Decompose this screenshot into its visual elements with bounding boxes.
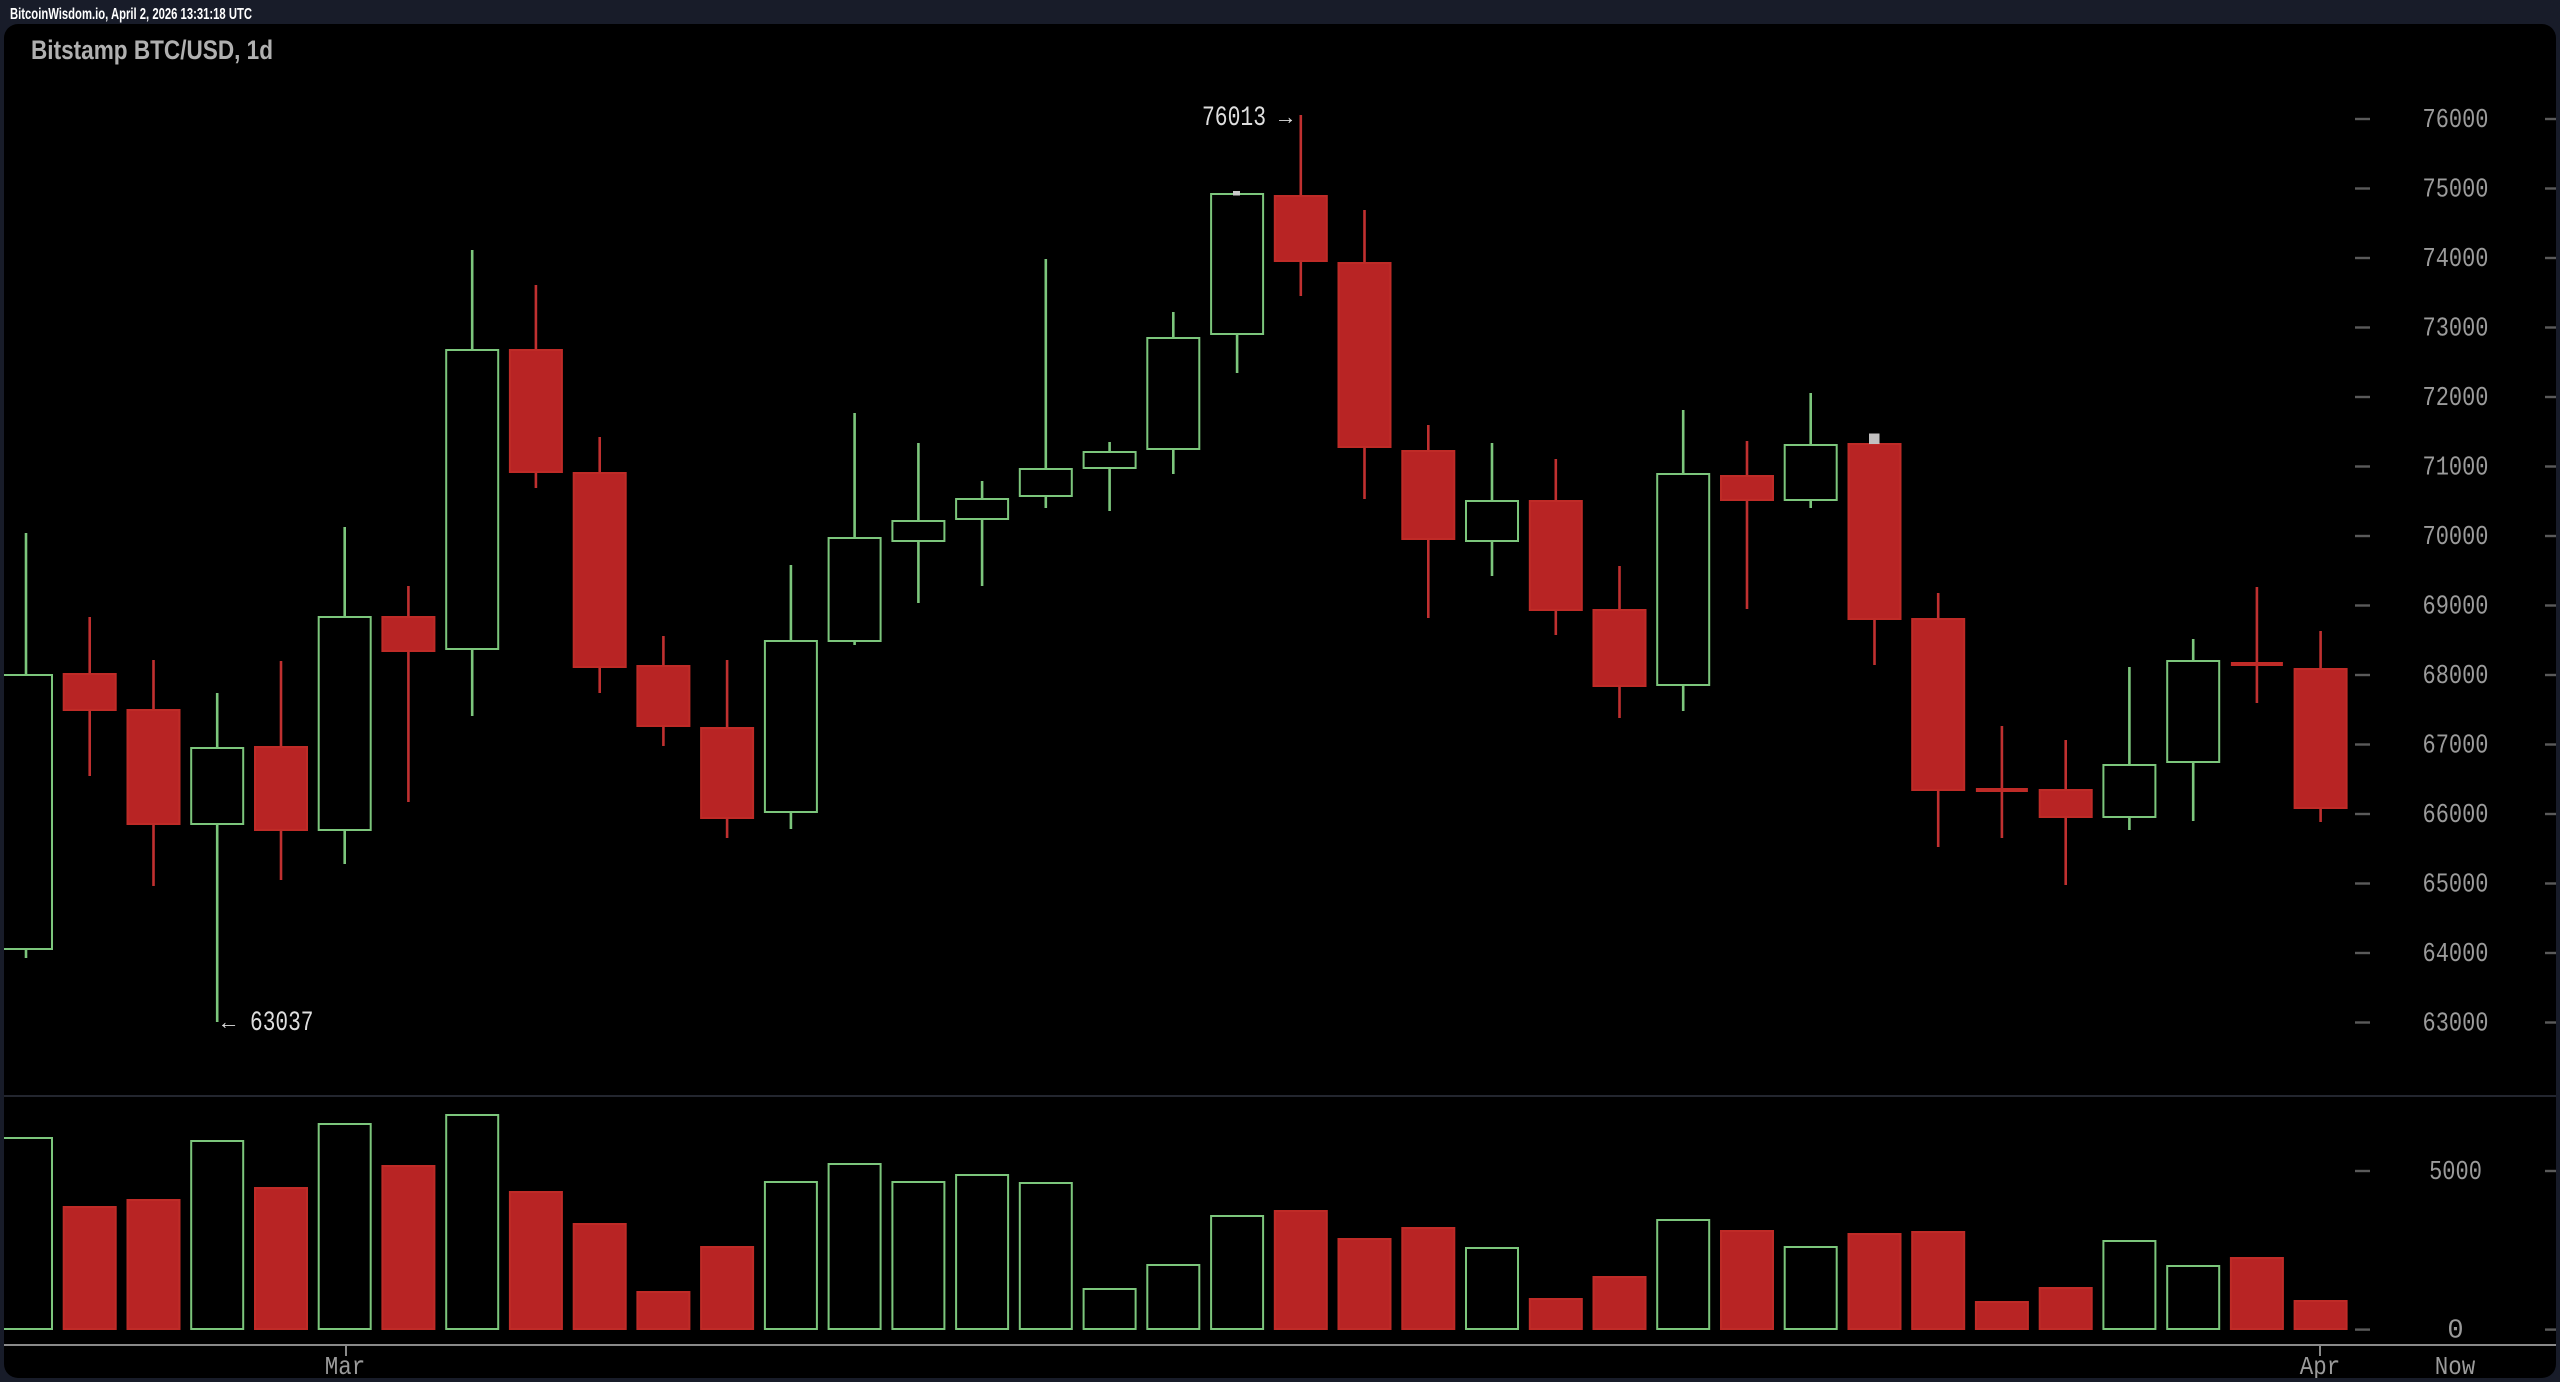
svg-text:65000: 65000 [2423,871,2489,901]
svg-text:71000: 71000 [2423,454,2489,484]
svg-text:63000: 63000 [2423,1010,2489,1040]
svg-text:63037: 63037 [250,1008,314,1039]
svg-text:Now: Now [2435,1352,2476,1382]
svg-text:67000: 67000 [2423,732,2489,762]
svg-text:72000: 72000 [2423,384,2489,414]
svg-text:74000: 74000 [2423,245,2489,275]
svg-text:Apr: Apr [2300,1352,2341,1382]
svg-text:70000: 70000 [2423,523,2489,553]
svg-text:←: ← [222,1011,236,1036]
svg-text:66000: 66000 [2423,801,2489,831]
svg-text:→: → [1279,106,1293,131]
svg-text:Mar: Mar [325,1352,366,1382]
svg-text:76000: 76000 [2423,106,2489,136]
svg-text:5000: 5000 [2429,1158,2482,1188]
svg-text:69000: 69000 [2423,593,2489,623]
svg-text:76013: 76013 [1202,103,1266,134]
svg-text:Bitstamp BTC/USD, 1d: Bitstamp BTC/USD, 1d [31,35,273,65]
svg-text:75000: 75000 [2423,176,2489,206]
svg-text:73000: 73000 [2423,315,2489,345]
svg-text:BitcoinWisdom.io, April 2, 202: BitcoinWisdom.io, April 2, 2026 13:31:18… [10,6,252,23]
svg-text:64000: 64000 [2423,940,2489,970]
svg-text:68000: 68000 [2423,662,2489,692]
svg-text:0: 0 [2447,1317,2463,1347]
